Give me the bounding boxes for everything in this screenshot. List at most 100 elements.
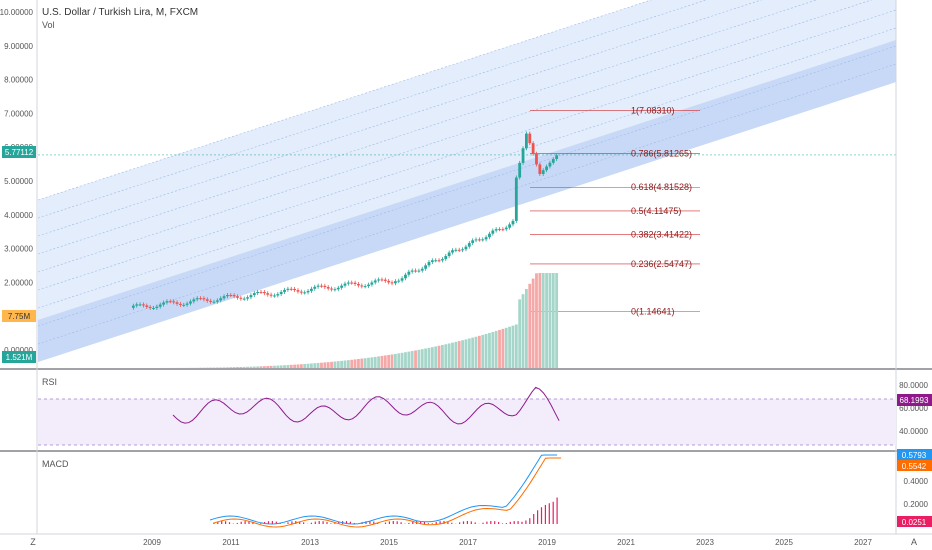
fib-level-label: 0.382(3.41422) <box>631 230 692 240</box>
volume-bar <box>444 344 448 368</box>
candle-body <box>310 288 313 291</box>
volume-bar <box>535 273 538 368</box>
rsi-current-badge: 68.1993 <box>897 394 932 406</box>
current-price-text: 5.77112 <box>5 148 34 157</box>
volume-bar <box>269 365 273 368</box>
macd-hist-bar <box>482 522 484 524</box>
volume-bar <box>303 363 307 368</box>
candle-body <box>427 262 431 266</box>
volume-bar <box>363 358 367 368</box>
candle-body <box>501 229 505 231</box>
candle-body <box>404 274 407 279</box>
volume-bar <box>252 366 256 368</box>
candle-body <box>454 249 458 251</box>
macd-pane[interactable] <box>209 454 562 528</box>
candle-body <box>357 283 360 286</box>
macd-hist-bar <box>369 521 371 524</box>
volume-bar <box>424 348 428 368</box>
time-axis[interactable]: 2009 2011 2013 2015 2017 2019 2021 2023 2025 2027 <box>143 538 872 547</box>
macd-hist-bar <box>517 521 519 524</box>
volume-bar <box>279 365 283 368</box>
candle-body <box>222 296 226 299</box>
auto-scale-icon[interactable]: A <box>911 537 917 547</box>
volume-bar <box>262 366 266 368</box>
macd-hist-bar <box>427 523 429 524</box>
rsi-line <box>172 386 560 425</box>
rsi-pane[interactable] <box>38 386 896 446</box>
macd-tick: 0.4000 <box>904 477 929 486</box>
macd-axis[interactable]: 0.4000 0.2000 <box>904 477 929 509</box>
macd-hist-bar <box>260 523 262 524</box>
candle-body <box>407 271 411 275</box>
candle-body <box>521 148 525 163</box>
fib-level-label: 0.236(2.54747) <box>631 259 692 269</box>
volume-bar <box>236 367 239 368</box>
macd-hist-bar <box>240 521 242 524</box>
candle-body <box>350 282 354 284</box>
volume-bar <box>508 326 512 368</box>
candle-body <box>175 302 179 304</box>
candle-body <box>420 268 424 271</box>
volume-bar <box>266 366 270 368</box>
rsi-label[interactable]: RSI <box>42 377 57 387</box>
candle-body <box>363 286 367 288</box>
macd-hist-bar <box>217 521 219 524</box>
candle-body <box>414 270 417 272</box>
volume-bar <box>501 328 505 368</box>
macd-hist-bar <box>225 521 227 524</box>
volume-bar <box>259 366 263 368</box>
volume-bar <box>400 352 404 368</box>
volume-bar <box>215 367 219 368</box>
fib-retracement[interactable]: 1(7.08310) 0.786(5.81265) 0.618(4.81528) 0.… <box>38 106 896 317</box>
macd-hist-bar <box>248 521 250 524</box>
volume-bar <box>551 273 555 368</box>
candle-body <box>145 305 149 307</box>
macd-hist-bar <box>408 522 410 524</box>
volume-bar <box>521 294 525 368</box>
candle-body <box>162 302 165 305</box>
volume-bar <box>504 327 508 368</box>
candle-body <box>142 304 145 306</box>
volume-bar <box>531 278 535 368</box>
candle-body <box>202 298 206 300</box>
candle-body <box>195 298 199 300</box>
macd-hist-bar <box>548 503 550 524</box>
volume-bar <box>491 331 495 368</box>
rsi-axis[interactable]: 80.0000 60.0000 40.0000 <box>899 381 928 436</box>
channel-line <box>37 0 873 273</box>
volume-bar <box>283 365 286 368</box>
fib-level-label: 1(7.08310) <box>631 106 675 116</box>
macd-hist-bar <box>392 521 394 524</box>
volume-label[interactable]: Vol <box>42 20 55 30</box>
macd-hist-bar <box>384 522 387 524</box>
macd-hist-bar <box>509 521 511 524</box>
candle-body <box>316 285 320 287</box>
candle-body <box>367 284 370 287</box>
regression-channel[interactable] <box>37 0 897 362</box>
candle-body <box>293 288 297 291</box>
volume-bar <box>541 273 545 368</box>
macd-hist-bar <box>338 521 340 524</box>
macd-hist-bar <box>470 521 472 524</box>
macd-hist-bar <box>275 521 277 524</box>
candle-body <box>498 229 501 231</box>
rsi-current-text: 68.1993 <box>900 396 929 405</box>
volume-bar <box>340 360 344 368</box>
candle-body <box>168 301 172 303</box>
timezone-icon[interactable]: Z <box>30 537 36 547</box>
macd-hist-bar <box>373 521 375 524</box>
macd-hist-bar <box>287 522 289 524</box>
channel-line <box>37 0 818 255</box>
volume-bar <box>474 336 478 368</box>
candle-body <box>229 295 233 297</box>
macd-label[interactable]: MACD <box>42 459 69 469</box>
volume-bar <box>511 325 515 368</box>
candle-body <box>545 166 548 171</box>
macd-hist-bar <box>228 522 231 524</box>
volume-bar <box>387 354 391 368</box>
symbol-title[interactable]: U.S. Dollar / Turkish Lira, M, FXCM <box>42 7 198 18</box>
macd-hist-bar <box>330 523 332 524</box>
candle-body <box>273 295 276 297</box>
candle-body <box>430 260 434 263</box>
